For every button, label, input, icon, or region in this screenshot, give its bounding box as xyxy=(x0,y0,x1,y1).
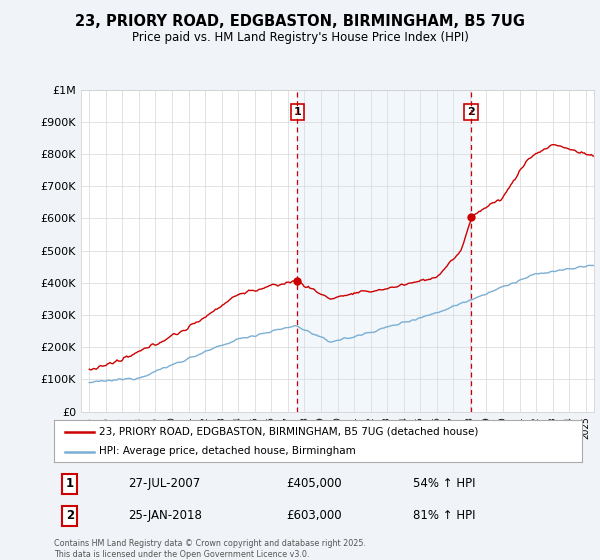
Text: Contains HM Land Registry data © Crown copyright and database right 2025.
This d: Contains HM Land Registry data © Crown c… xyxy=(54,539,366,559)
Text: 54% ↑ HPI: 54% ↑ HPI xyxy=(413,477,476,491)
Text: HPI: Average price, detached house, Birmingham: HPI: Average price, detached house, Birm… xyxy=(99,446,356,456)
Text: £405,000: £405,000 xyxy=(286,477,342,491)
Text: 2: 2 xyxy=(66,509,74,522)
Text: 23, PRIORY ROAD, EDGBASTON, BIRMINGHAM, B5 7UG (detached house): 23, PRIORY ROAD, EDGBASTON, BIRMINGHAM, … xyxy=(99,427,478,437)
Text: 23, PRIORY ROAD, EDGBASTON, BIRMINGHAM, B5 7UG: 23, PRIORY ROAD, EDGBASTON, BIRMINGHAM, … xyxy=(75,14,525,29)
Text: £603,000: £603,000 xyxy=(286,509,342,522)
Bar xyxy=(297,90,471,412)
Text: 2: 2 xyxy=(467,107,475,117)
Text: 1: 1 xyxy=(66,477,74,491)
Text: 1: 1 xyxy=(293,107,301,117)
Text: Price paid vs. HM Land Registry's House Price Index (HPI): Price paid vs. HM Land Registry's House … xyxy=(131,31,469,44)
Text: 27-JUL-2007: 27-JUL-2007 xyxy=(128,477,200,491)
Text: 81% ↑ HPI: 81% ↑ HPI xyxy=(413,509,476,522)
Text: 25-JAN-2018: 25-JAN-2018 xyxy=(128,509,202,522)
